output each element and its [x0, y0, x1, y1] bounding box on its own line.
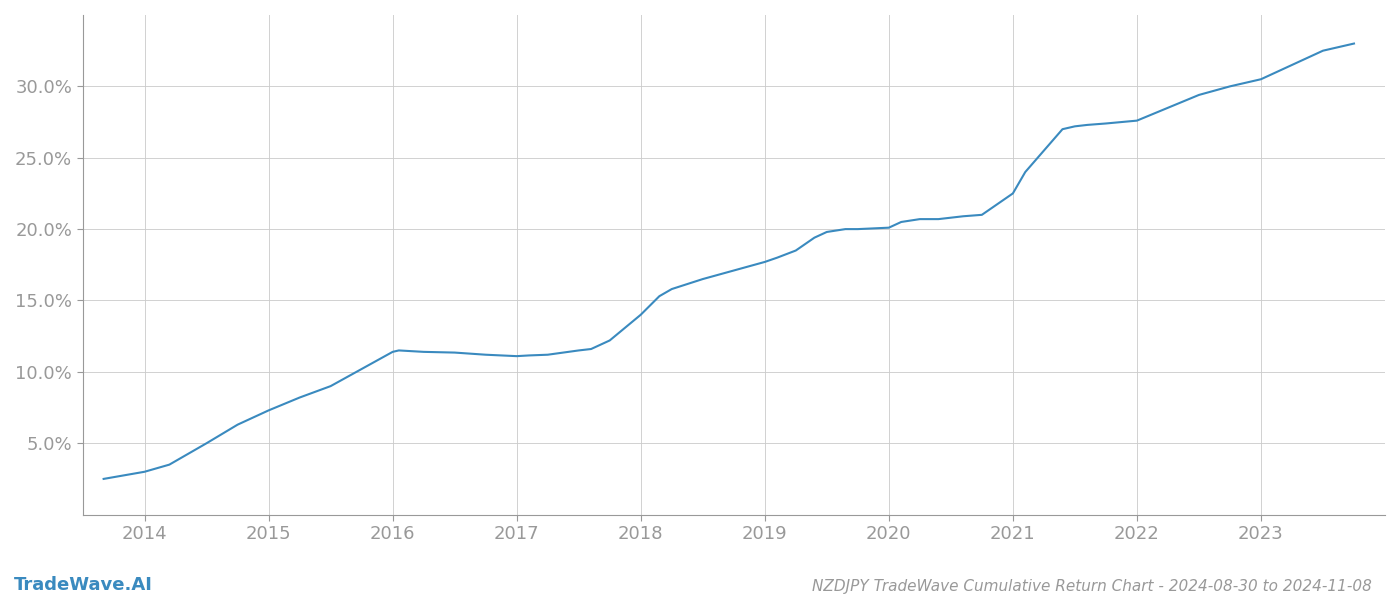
- Text: NZDJPY TradeWave Cumulative Return Chart - 2024-08-30 to 2024-11-08: NZDJPY TradeWave Cumulative Return Chart…: [812, 579, 1372, 594]
- Text: TradeWave.AI: TradeWave.AI: [14, 576, 153, 594]
